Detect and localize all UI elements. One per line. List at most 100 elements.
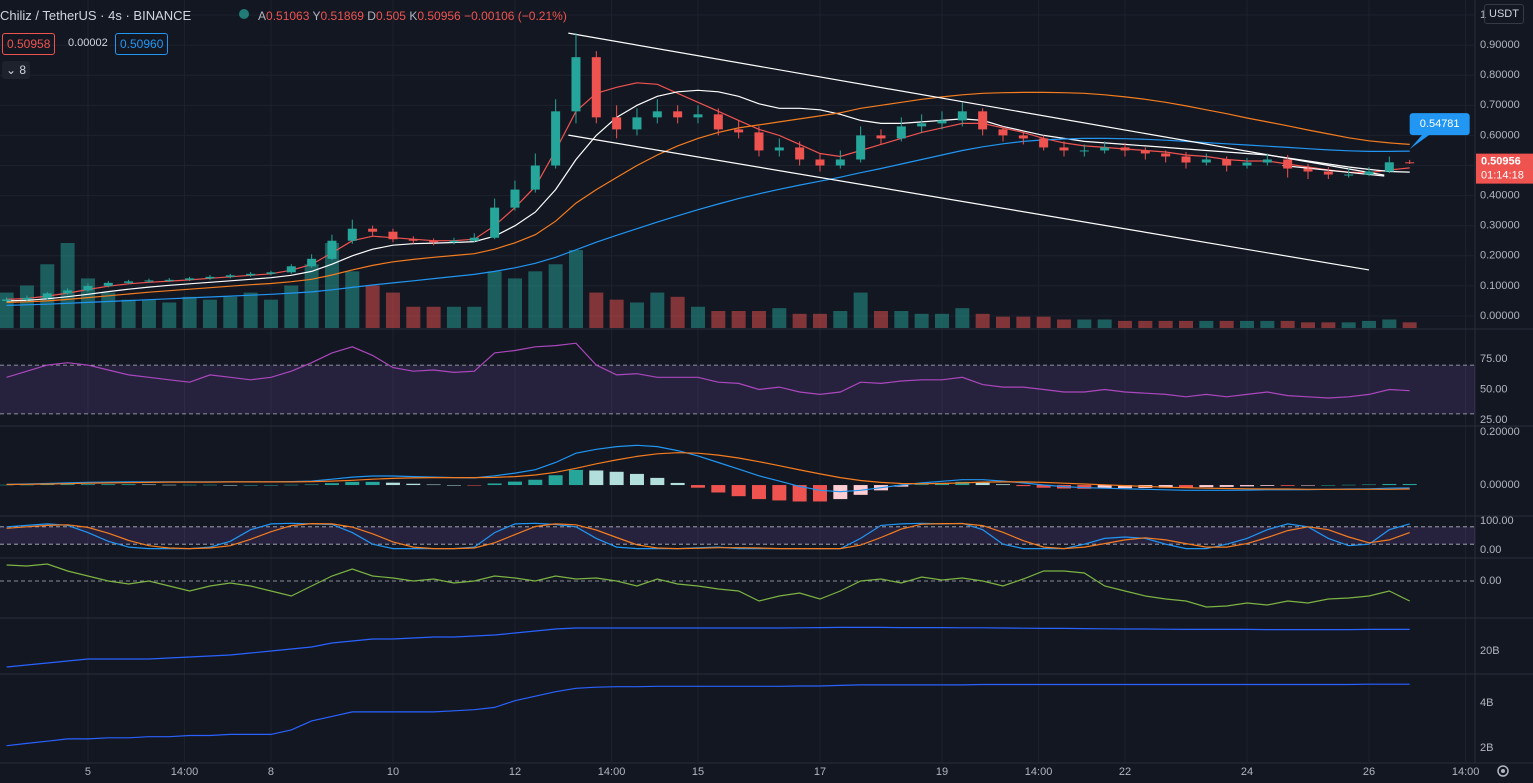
candle-body — [1364, 171, 1374, 175]
band-fill — [0, 365, 1475, 414]
histogram-bar — [1301, 485, 1316, 486]
volume-bar — [365, 285, 380, 328]
candle-body — [164, 279, 174, 281]
histogram-bar — [1219, 485, 1234, 487]
volume-bar — [1117, 320, 1132, 328]
y-tick-label: 4B — [1480, 697, 1493, 709]
volume-bar — [182, 296, 197, 328]
candle-body — [144, 280, 154, 282]
histogram-bar — [772, 485, 787, 501]
histogram-bar — [121, 484, 136, 486]
candle-body — [1039, 138, 1049, 148]
x-tick-label: 14:00 — [1452, 766, 1480, 778]
histogram-bar — [1240, 485, 1255, 487]
y-tick-label: 20B — [1480, 645, 1500, 657]
volume-bar — [1016, 316, 1031, 328]
volume-bar — [1178, 320, 1193, 328]
candle-body — [1161, 153, 1171, 157]
histogram-bar — [650, 477, 665, 486]
settings-icon[interactable] — [1497, 765, 1509, 777]
y-tick-label: 1 — [1480, 9, 1486, 21]
volume-bar — [0, 292, 14, 328]
candle-body — [815, 159, 825, 166]
histogram-bar — [80, 484, 95, 486]
volume-bar — [1260, 320, 1275, 328]
histogram-bar — [1077, 485, 1092, 489]
volume-bar — [284, 285, 299, 328]
candle-body — [652, 111, 662, 118]
volume-bar — [1056, 319, 1071, 328]
volume-bar — [223, 296, 238, 328]
gear — [1497, 765, 1509, 777]
last-price-box — [1476, 153, 1533, 184]
volume-bar — [1199, 320, 1214, 328]
histogram-bar — [670, 482, 685, 486]
currency[interactable]: USDT — [1484, 4, 1524, 24]
histogram-bar — [528, 479, 543, 486]
candle-body — [2, 299, 12, 301]
volume-bar — [955, 308, 970, 328]
low-value: 0.505 — [375, 9, 406, 23]
histogram-bar — [1280, 485, 1295, 486]
trend-line — [568, 134, 1370, 271]
open-label: A — [258, 9, 267, 23]
volume-bar — [304, 264, 319, 328]
candle-body — [185, 278, 195, 280]
y-tick-label: 2B — [1480, 742, 1493, 754]
symbol-title[interactable]: Chiliz / TetherUS · 4s · BINANCE — [0, 8, 192, 23]
x-tick-label: 19 — [936, 766, 948, 778]
histogram-bar — [284, 484, 299, 486]
histogram-bar — [1199, 485, 1214, 488]
volume-bar — [751, 311, 766, 328]
volume-bar — [141, 299, 156, 328]
volume-bar — [243, 292, 258, 328]
high-value: 0.51869 — [320, 9, 364, 23]
candle-body — [957, 111, 967, 121]
volume-bar — [833, 311, 848, 328]
volume-bar — [324, 243, 339, 328]
histogram-bar — [711, 485, 726, 493]
histogram-bar — [975, 482, 990, 486]
candle-body — [612, 117, 622, 130]
candle-body — [246, 273, 256, 276]
volume-bar — [1077, 319, 1092, 328]
callout-label: 0.54781 — [1420, 118, 1460, 130]
histogram-bar — [690, 485, 705, 488]
histogram-bar — [995, 484, 1010, 486]
volume-bar — [202, 299, 217, 328]
buy-button[interactable]: 0.50960 — [115, 33, 169, 55]
candle-body — [673, 111, 683, 118]
volume-bar — [1301, 322, 1316, 328]
volume-bar — [812, 313, 827, 328]
candle-body — [1140, 150, 1150, 154]
indicator-line — [6, 89, 1410, 302]
x-tick-label: 14:00 — [171, 766, 199, 778]
candle-body — [307, 258, 317, 267]
x-tick-label: 26 — [1363, 766, 1375, 778]
candle-body — [1079, 150, 1089, 152]
candle-body — [835, 159, 845, 166]
histogram-bar — [365, 481, 380, 486]
volume-bar — [487, 271, 502, 328]
candle-body — [347, 228, 357, 241]
legend: Chiliz / TetherUS · 4s · BINANCE — [0, 8, 191, 23]
volume-bar — [629, 302, 644, 328]
y-tick-label: 0.80000 — [1480, 69, 1520, 81]
volume-bar — [467, 306, 482, 328]
histogram-bar — [243, 485, 258, 486]
candle-body — [693, 114, 703, 118]
y-tick-label: 0.30000 — [1480, 220, 1520, 232]
histogram-bar — [629, 473, 644, 486]
indicator-line — [6, 626, 1410, 668]
volume-bar — [1321, 322, 1336, 328]
x-tick-label: 22 — [1119, 766, 1131, 778]
sell-button[interactable]: 0.50958 — [2, 33, 56, 55]
candle-body — [1181, 156, 1191, 163]
histogram-bar — [1097, 485, 1112, 489]
volume-bar — [1280, 320, 1295, 328]
x-tick-label: 14:00 — [1025, 766, 1053, 778]
indicators-toggle[interactable]: ⌄ 8 — [2, 61, 31, 79]
y-tick-label: 0.20000 — [1480, 250, 1520, 262]
histogram-bar — [1260, 485, 1275, 486]
